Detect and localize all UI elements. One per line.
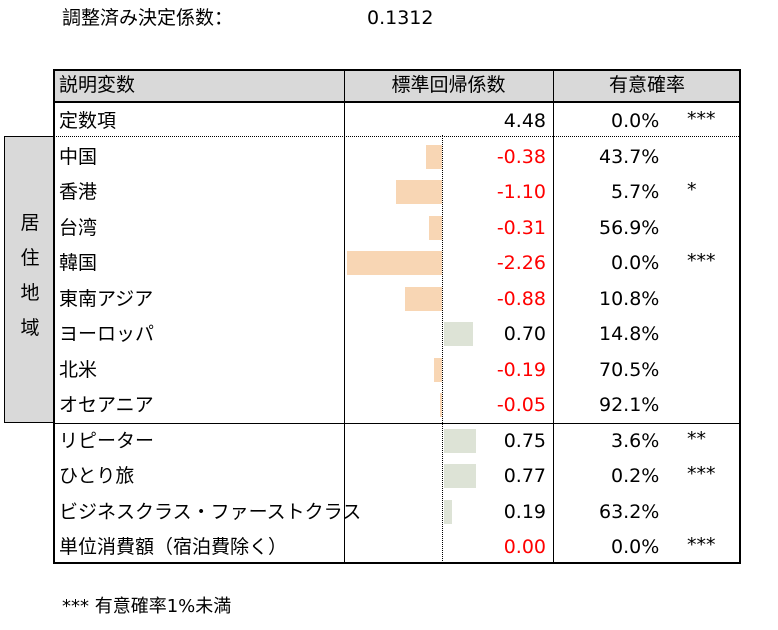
coefficient-bar	[405, 286, 442, 311]
significance-value: 10.8%	[599, 287, 660, 310]
coefficient-bar	[444, 428, 476, 453]
header-significance: 有意確率	[608, 74, 685, 96]
group-label-char: 域	[20, 317, 40, 339]
coefficient-bar	[444, 322, 474, 346]
group-label-box: 居 住 地 域	[4, 136, 54, 423]
significance-value: 0.2%	[611, 465, 660, 487]
significance-stars: ***	[687, 250, 716, 272]
coefficient-value: 0.75	[503, 429, 546, 452]
significance-stars: **	[687, 427, 706, 450]
coefficient-value: -0.19	[496, 358, 546, 381]
row-divider	[53, 423, 741, 424]
variable-name: 定数項	[59, 110, 117, 132]
variable-name: リピーター	[59, 429, 155, 452]
coefficient-bar	[439, 393, 442, 417]
variable-name: 香港	[59, 181, 98, 203]
coefficient-value: 0.19	[503, 500, 546, 523]
significance-value: 0.0%	[611, 110, 660, 132]
variable-name: 中国	[59, 145, 98, 168]
coefficient-value: 0.77	[503, 465, 546, 487]
coefficient-bar	[347, 251, 442, 275]
footnote: *** 有意確率1%未満	[62, 596, 232, 617]
group-label-char: 住	[20, 247, 40, 269]
row-divider	[53, 136, 741, 137]
significance-stars: ***	[687, 108, 716, 130]
table-border	[53, 69, 55, 564]
coefficient-bar	[426, 144, 442, 169]
header-coefficient: 標準回帰係数	[391, 74, 506, 96]
significance-value: 56.9%	[599, 216, 660, 239]
coefficient-bar	[428, 215, 442, 240]
significance-value: 63.2%	[599, 500, 660, 523]
coefficient-value: -1.10	[496, 181, 546, 203]
variable-name: 北米	[59, 358, 98, 381]
table-border	[739, 69, 741, 564]
significance-value: 14.8%	[599, 323, 660, 345]
table-header	[53, 69, 741, 101]
coefficient-value: -0.38	[496, 145, 546, 168]
coefficient-bar	[434, 357, 442, 382]
variable-name: 単位消費額（宿泊費除く）	[59, 536, 288, 558]
significance-value: 43.7%	[599, 145, 660, 168]
coefficient-bar	[444, 464, 477, 488]
coefficient-value: -0.88	[496, 287, 546, 310]
significance-stars: ***	[687, 463, 716, 485]
zero-axis	[442, 135, 443, 563]
significance-stars: *	[687, 179, 697, 201]
table-border	[53, 69, 741, 71]
table-border	[344, 69, 345, 564]
significance-value: 5.7%	[611, 181, 660, 203]
significance-stars: ***	[687, 534, 716, 556]
variable-name: 東南アジア	[59, 287, 154, 310]
significance-value: 70.5%	[599, 358, 660, 381]
table-border	[53, 101, 741, 103]
table-border	[553, 69, 554, 564]
coefficient-value: 4.48	[503, 110, 546, 132]
significance-value: 3.6%	[611, 429, 660, 452]
significance-value: 92.1%	[599, 394, 660, 416]
variable-name: ヨーロッパ	[59, 323, 155, 345]
variable-name: ビジネスクラス・ファーストクラス	[59, 500, 362, 523]
group-label-char: 居	[20, 212, 40, 234]
significance-value: 0.0%	[611, 252, 660, 274]
coefficient-value: -0.31	[496, 216, 546, 239]
coefficient-value: 0.00	[503, 536, 546, 558]
variable-name: オセアニア	[59, 394, 154, 416]
table-border	[53, 562, 741, 564]
variable-name: 韓国	[59, 252, 98, 274]
header-variable: 説明変数	[59, 74, 136, 96]
coefficient-value: 0.70	[503, 323, 546, 345]
significance-value: 0.0%	[611, 536, 660, 558]
adjusted-r2-value: 0.1312	[367, 7, 434, 29]
coefficient-value: -2.26	[496, 252, 546, 274]
adjusted-r2-label: 調整済み決定係数：	[62, 7, 234, 29]
regression-table: 説明変数 標準回帰係数 有意確率 定数項 4.48 0.0% *** 中国 -0.38 43…	[53, 69, 741, 564]
coefficient-bar	[444, 499, 452, 524]
coefficient-value: -0.05	[496, 394, 546, 416]
variable-name: 台湾	[59, 216, 98, 239]
group-label-char: 地	[20, 282, 40, 304]
coefficient-bar	[395, 180, 442, 204]
variable-name: ひとり旅	[59, 465, 135, 487]
